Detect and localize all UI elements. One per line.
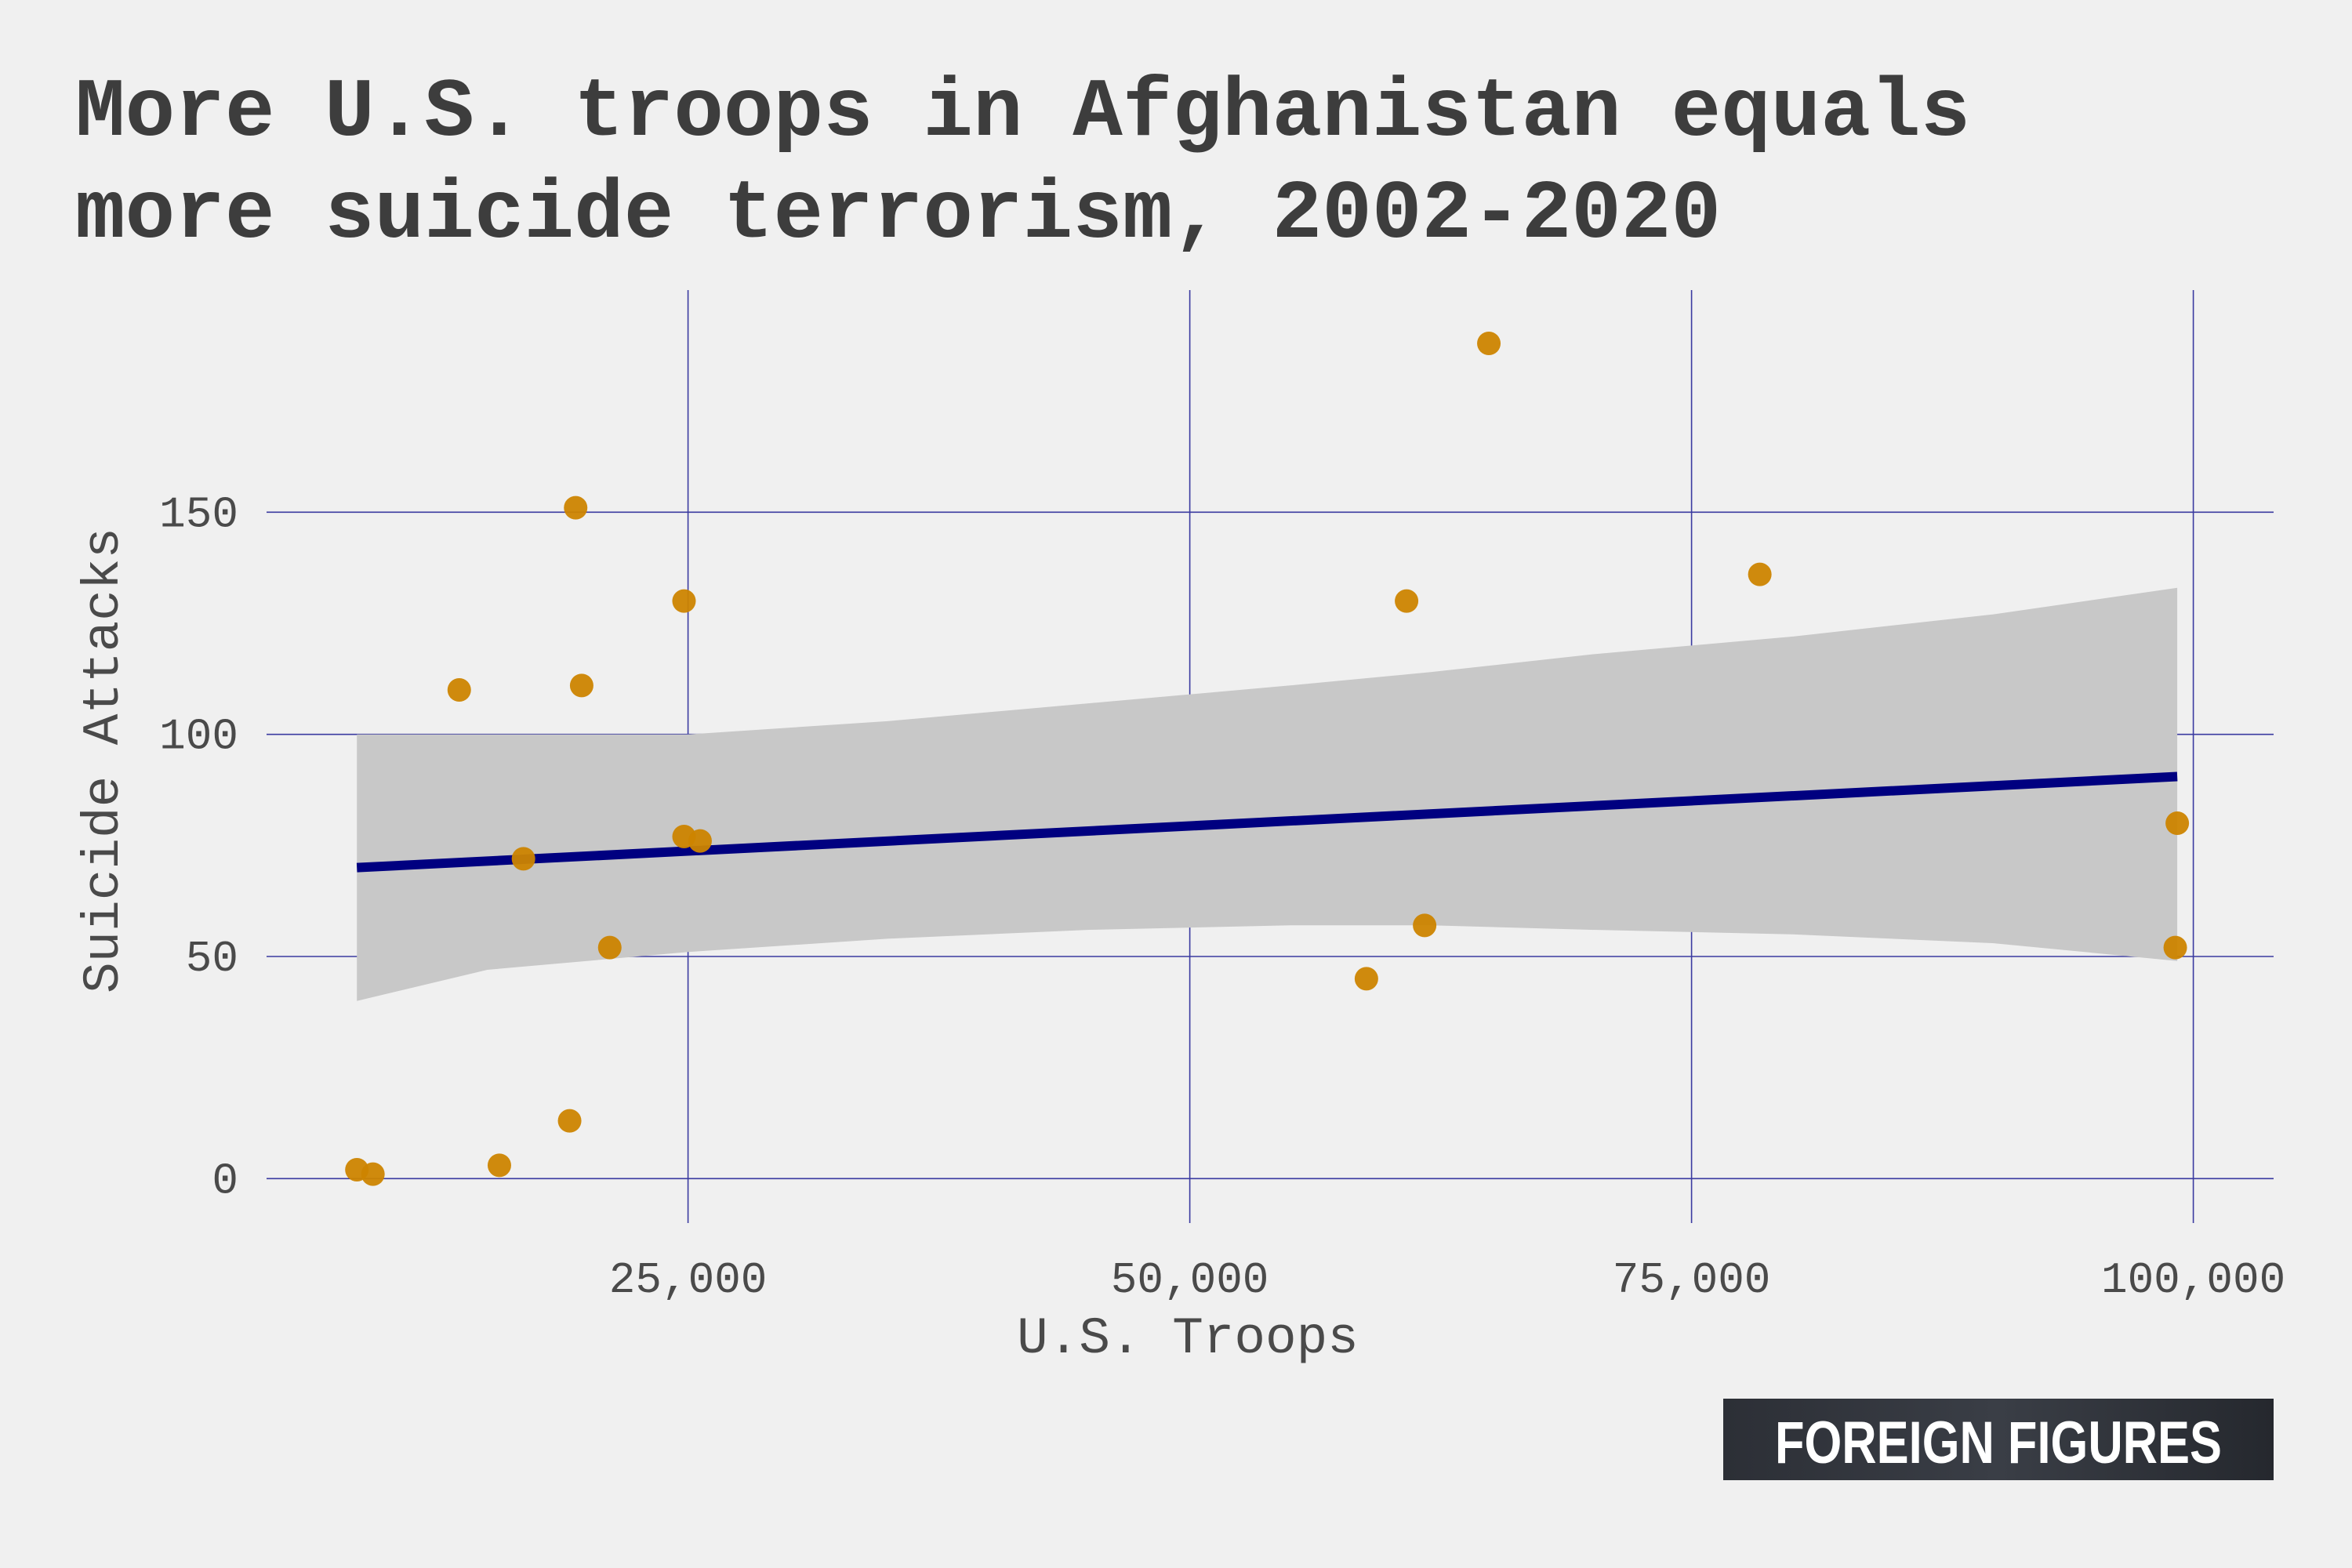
brand-logo-text: FOREIGN FIGURES	[1775, 1410, 2222, 1476]
data-point	[569, 673, 593, 698]
trend-line	[356, 771, 2178, 873]
data-point	[2165, 811, 2190, 835]
data-point	[1354, 967, 1378, 991]
chart-title-line-2: more suicide terrorism, 2002-2020	[75, 168, 1721, 262]
x-tick-label: 25,000	[609, 1255, 768, 1305]
data-point	[672, 589, 696, 613]
data-point	[487, 1153, 511, 1178]
y-tick-label: 50	[186, 934, 238, 984]
tick-labels: 0 50 100 150 25,000 50,000 75,000 100,000	[159, 489, 2285, 1305]
data-point	[447, 678, 471, 702]
x-axis-title: U.S. Troops	[1017, 1309, 1359, 1368]
data-point	[361, 1162, 385, 1186]
data-point	[2163, 935, 2187, 960]
x-tick-label: 75,000	[1613, 1255, 1771, 1305]
data-point	[1477, 332, 1501, 355]
data-point	[597, 935, 622, 960]
confidence-band	[357, 587, 2178, 1001]
chart-title-line-1: More U.S. troops in Afghanistan equals	[75, 66, 1970, 160]
data-point	[1395, 589, 1419, 613]
data-point	[511, 847, 535, 871]
data-points	[345, 332, 2190, 1186]
x-tick-label: 50,000	[1111, 1255, 1269, 1305]
data-point	[1748, 562, 1772, 586]
x-tick-label: 100,000	[2101, 1255, 2285, 1305]
y-tick-label: 100	[159, 712, 238, 762]
data-point	[1413, 913, 1437, 938]
data-point	[688, 829, 712, 853]
y-tick-label: 0	[212, 1156, 238, 1206]
y-tick-label: 150	[159, 489, 238, 539]
data-point	[564, 495, 588, 520]
y-axis-title: Suicide Attacks	[74, 528, 133, 993]
brand-logo: FOREIGN FIGURES	[1723, 1399, 2274, 1480]
data-point	[557, 1109, 582, 1133]
